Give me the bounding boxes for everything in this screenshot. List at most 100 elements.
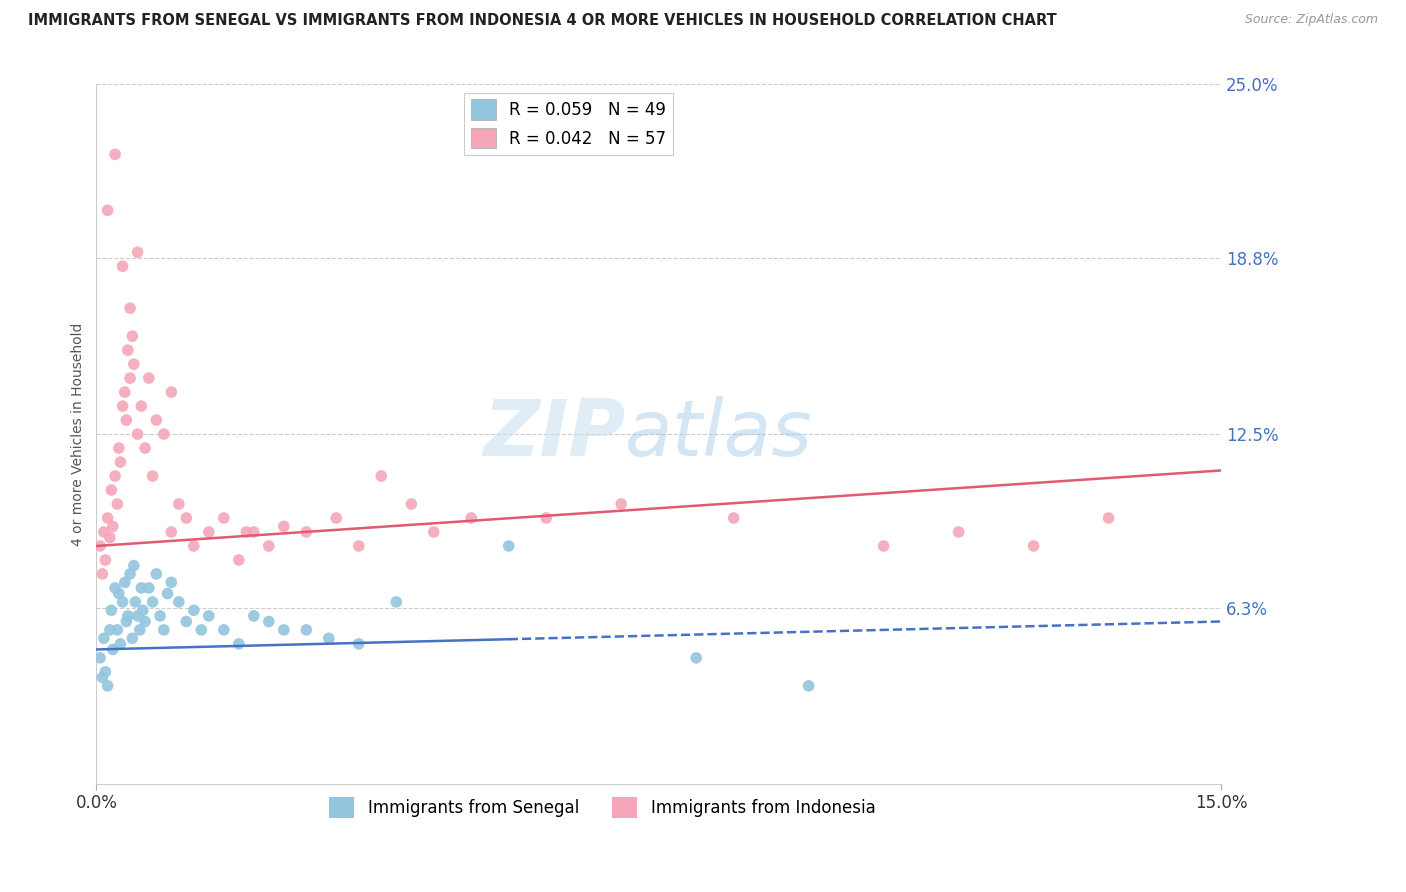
Point <box>98 623 121 637</box>
Point <box>94 665 117 679</box>
Point <box>89 539 111 553</box>
Point <box>149 608 172 623</box>
Point <box>198 524 221 539</box>
Point <box>156 586 179 600</box>
Point <box>121 632 143 646</box>
Point <box>122 558 145 573</box>
Point <box>101 642 124 657</box>
Point <box>257 539 280 553</box>
Point <box>105 623 128 637</box>
Point <box>797 679 820 693</box>
Point <box>243 524 266 539</box>
Point <box>120 566 142 581</box>
Text: Source: ZipAtlas.com: Source: ZipAtlas.com <box>1244 13 1378 27</box>
Y-axis label: 4 or more Vehicles in Household: 4 or more Vehicles in Household <box>72 322 86 546</box>
Point <box>101 519 124 533</box>
Point <box>190 623 212 637</box>
Point <box>131 399 153 413</box>
Point <box>93 632 115 646</box>
Point <box>723 511 745 525</box>
Text: atlas: atlas <box>624 396 813 472</box>
Point <box>122 357 145 371</box>
Point <box>212 511 235 525</box>
Point <box>93 524 115 539</box>
Point <box>128 623 150 637</box>
Point <box>176 511 198 525</box>
Point <box>160 385 183 400</box>
Point <box>97 203 120 218</box>
Point <box>385 595 408 609</box>
Point <box>127 245 149 260</box>
Point <box>176 615 198 629</box>
Point <box>153 623 176 637</box>
Point <box>131 581 153 595</box>
Point <box>110 455 132 469</box>
Point <box>160 575 183 590</box>
Point <box>120 301 142 316</box>
Point <box>134 615 156 629</box>
Point <box>872 539 894 553</box>
Text: IMMIGRANTS FROM SENEGAL VS IMMIGRANTS FROM INDONESIA 4 OR MORE VEHICLES IN HOUSE: IMMIGRANTS FROM SENEGAL VS IMMIGRANTS FR… <box>28 13 1057 29</box>
Point <box>685 651 707 665</box>
Point <box>273 623 295 637</box>
Point <box>228 637 250 651</box>
Point <box>115 615 138 629</box>
Point <box>370 469 392 483</box>
Point <box>89 651 111 665</box>
Point <box>1097 511 1119 525</box>
Point <box>347 539 370 553</box>
Point <box>121 329 143 343</box>
Point <box>108 441 131 455</box>
Point <box>104 147 127 161</box>
Point <box>142 469 165 483</box>
Point <box>110 637 132 651</box>
Point <box>610 497 633 511</box>
Point <box>347 637 370 651</box>
Point <box>91 566 114 581</box>
Point <box>295 623 318 637</box>
Point <box>134 441 156 455</box>
Point <box>111 259 134 273</box>
Point <box>127 427 149 442</box>
Point <box>318 632 340 646</box>
Point <box>183 603 205 617</box>
Point <box>235 524 257 539</box>
Point <box>97 511 120 525</box>
Point <box>160 524 183 539</box>
Point <box>98 531 121 545</box>
Point <box>198 608 221 623</box>
Point <box>124 595 146 609</box>
Point <box>460 511 482 525</box>
Point <box>117 608 139 623</box>
Point <box>948 524 970 539</box>
Point <box>105 497 128 511</box>
Point <box>145 566 167 581</box>
Point <box>138 371 160 385</box>
Point <box>498 539 520 553</box>
Point <box>127 608 149 623</box>
Point <box>100 483 122 497</box>
Point <box>132 603 155 617</box>
Point <box>142 595 165 609</box>
Point <box>104 469 127 483</box>
Point <box>325 511 347 525</box>
Point <box>111 595 134 609</box>
Point <box>167 595 190 609</box>
Point <box>183 539 205 553</box>
Point <box>401 497 423 511</box>
Point <box>534 511 557 525</box>
Point <box>97 679 120 693</box>
Point <box>138 581 160 595</box>
Point <box>114 575 136 590</box>
Point <box>91 670 114 684</box>
Point <box>153 427 176 442</box>
Point <box>212 623 235 637</box>
Point <box>108 586 131 600</box>
Legend: Immigrants from Senegal, Immigrants from Indonesia: Immigrants from Senegal, Immigrants from… <box>323 790 882 824</box>
Point <box>117 343 139 358</box>
Point <box>145 413 167 427</box>
Point <box>120 371 142 385</box>
Text: ZIP: ZIP <box>482 396 624 472</box>
Point <box>257 615 280 629</box>
Point <box>167 497 190 511</box>
